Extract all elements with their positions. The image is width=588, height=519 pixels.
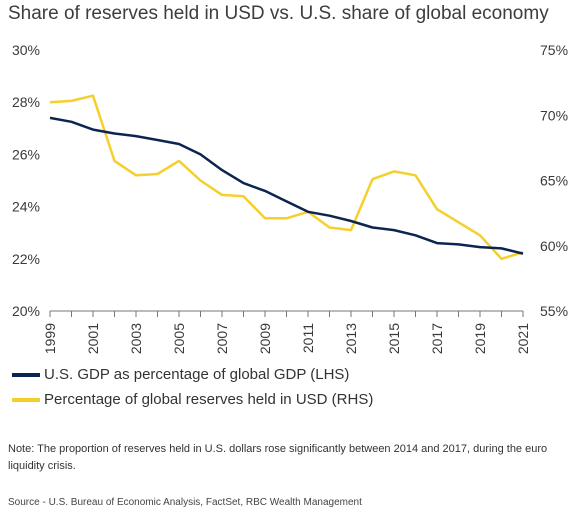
x-tick-label: 2009 bbox=[257, 323, 273, 354]
x-tick-label: 2017 bbox=[429, 323, 445, 354]
x-tick-label: 1999 bbox=[42, 323, 58, 354]
chart-note: Note: The proportion of reserves held in… bbox=[8, 443, 548, 472]
legend-item-reserves: Percentage of global reserves held in US… bbox=[12, 391, 373, 408]
y-right-tick-label: 65% bbox=[540, 173, 568, 189]
chart-source: Source - U.S. Bureau of Economic Analysi… bbox=[8, 497, 362, 508]
series-line-gdp bbox=[49, 116, 524, 255]
y-left-tick-label: 24% bbox=[12, 199, 40, 215]
x-tick-label: 2013 bbox=[343, 323, 359, 354]
y-right-tick-label: 75% bbox=[540, 42, 568, 58]
chart-title: Share of reserves held in USD vs. U.S. s… bbox=[8, 3, 549, 24]
y-left-tick-label: 22% bbox=[12, 251, 40, 267]
legend-swatch-gdp bbox=[12, 372, 40, 377]
x-tick-label: 2003 bbox=[128, 323, 144, 354]
legend-swatch-reserves bbox=[12, 397, 40, 402]
y-left-tick-label: 30% bbox=[12, 42, 40, 58]
x-tick-label: 2001 bbox=[85, 323, 101, 354]
x-tick-label: 2011 bbox=[300, 323, 316, 353]
x-tick-label: 2005 bbox=[171, 323, 187, 354]
y-right-tick-label: 55% bbox=[540, 303, 568, 319]
legend-label-reserves: Percentage of global reserves held in US… bbox=[44, 391, 374, 408]
y-left-tick-label: 26% bbox=[12, 146, 40, 162]
y-right-tick-label: 70% bbox=[540, 107, 568, 123]
y-right-tick-label: 60% bbox=[540, 238, 568, 254]
legend-item-gdp: U.S. GDP as percentage of global GDP (LH… bbox=[12, 366, 349, 383]
x-tick-label: 2015 bbox=[386, 323, 402, 354]
y-left-tick-label: 20% bbox=[12, 303, 40, 319]
series-line-reserves bbox=[49, 94, 524, 261]
x-tick-label: 2007 bbox=[214, 323, 230, 354]
chart-plot: 1999 2001 2003 2005 2007 2009 2011 2013 2015 2017… bbox=[12, 42, 568, 354]
legend-label-gdp: U.S. GDP as percentage of global GDP (LH… bbox=[44, 366, 350, 383]
y-left-tick-label: 28% bbox=[12, 94, 40, 110]
x-tick-label: 2019 bbox=[472, 323, 488, 354]
x-tick-label: 2021 bbox=[515, 323, 531, 354]
